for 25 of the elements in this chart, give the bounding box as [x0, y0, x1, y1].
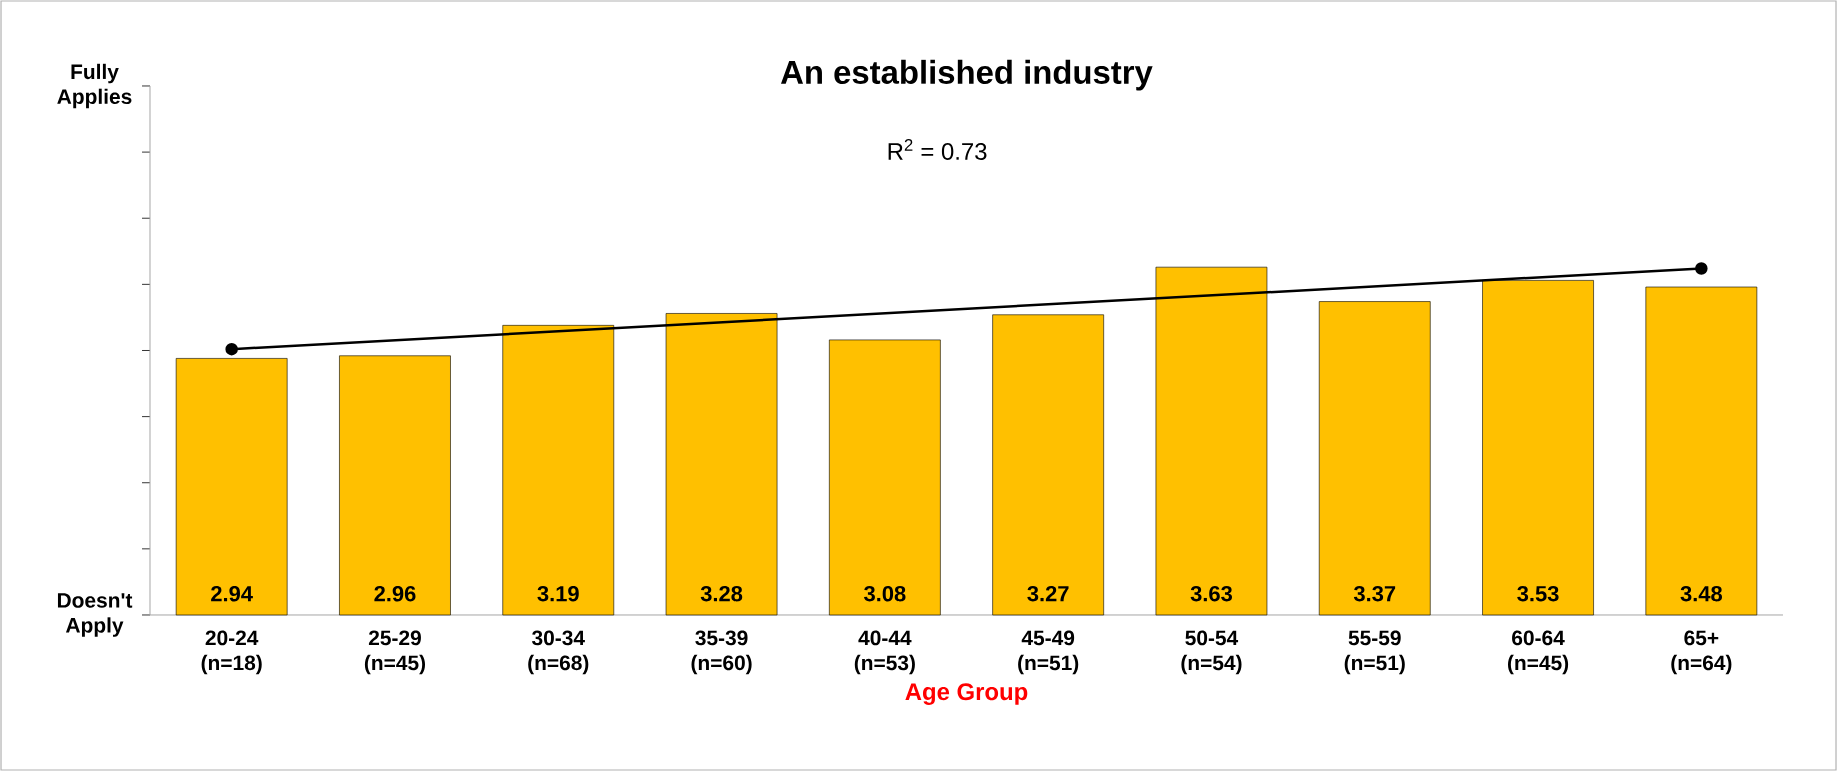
data-label: 3.28 — [700, 585, 743, 602]
text: Fully Applies — [57, 63, 132, 109]
data-label: 3.08 — [864, 585, 906, 602]
data-label: 3.19 — [537, 585, 579, 602]
x-tick-label: 40-44 (n=53) — [854, 630, 915, 675]
data-label: 3.53 — [1517, 585, 1559, 602]
x-tick-label: 65+ (n=64) — [1671, 630, 1732, 675]
x-tick-label: 35-39 (n=60) — [691, 630, 752, 675]
x-tick-label: 60-64 (n=45) — [1508, 630, 1569, 675]
x-tick-label: 25-29 (n=45) — [364, 630, 426, 675]
data-label: 3.27 — [1027, 585, 1069, 602]
x-tick-label: 30-34 (n=68) — [528, 630, 589, 675]
x-tick-label: 50-54 (n=54) — [1181, 630, 1242, 675]
data-label: 2.96 — [374, 585, 416, 602]
x-axis-title: Age Group — [905, 683, 1028, 705]
text: Doesn't Apply — [57, 593, 133, 637]
x-tick-label: 20-24 (n=18) — [201, 630, 262, 675]
chart-title: An established industry — [780, 59, 1153, 91]
x-tick-label: 45-49 (n=51) — [1018, 630, 1079, 675]
x-tick-label: 55-59 (n=51) — [1344, 630, 1405, 675]
data-label: 3.37 — [1353, 585, 1396, 602]
data-label: 3.63 — [1190, 585, 1232, 602]
annotation: R$^{2}$ = 0.73 — [888, 139, 987, 160]
data-label: 3.48 — [1680, 585, 1722, 602]
data-label: 2.94 — [211, 585, 253, 602]
